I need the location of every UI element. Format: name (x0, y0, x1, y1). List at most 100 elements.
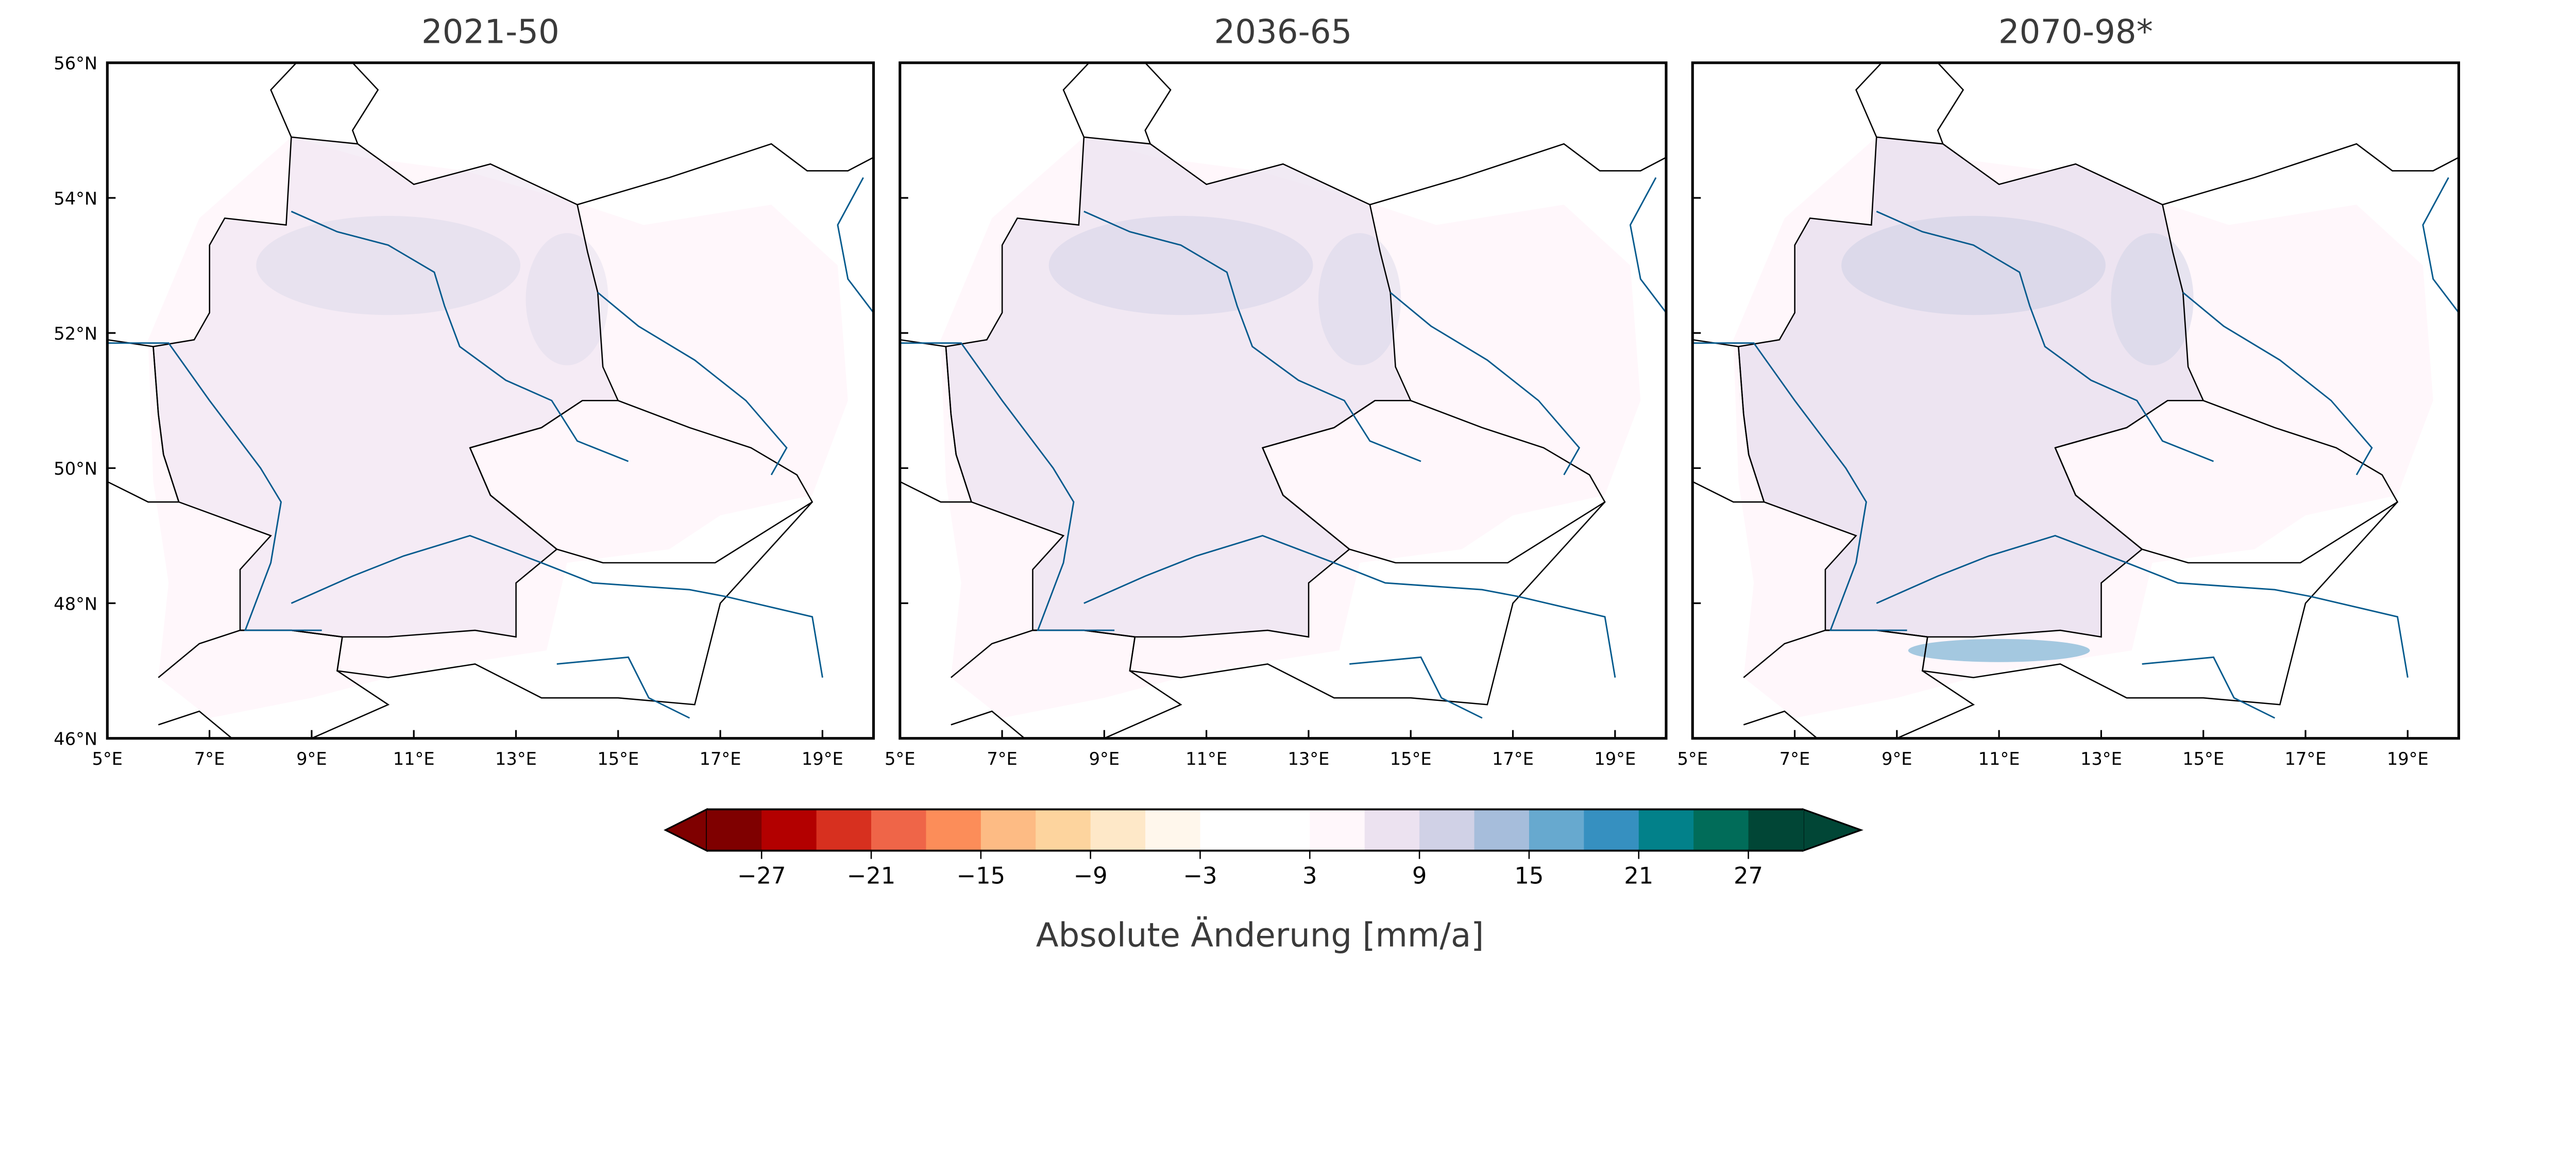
x-tick-label: 13°E (2080, 749, 2122, 769)
river (556, 656, 690, 719)
river (1083, 210, 1421, 462)
panel-title: 2036-65 (1214, 13, 1352, 51)
country-border (1062, 62, 1172, 144)
colorbar-bin (1200, 809, 1311, 851)
map-content (107, 62, 874, 739)
river (1876, 210, 2214, 462)
colorbar-bin (1584, 809, 1639, 851)
data-field-germany (153, 137, 618, 637)
map-content (1692, 62, 2459, 739)
y-tick-label: 56°N (54, 54, 97, 74)
figure: 2021-50 5°E 7°E 9°E 11°E 13°E 15°E 17°E 19°E 56°N… (54, 13, 2460, 955)
colorbar-tick-label: −27 (737, 862, 786, 890)
colorbar-bin (761, 809, 817, 851)
map-panels: 2021-50 5°E 7°E 9°E 11°E 13°E 15°E 17°E 19°E 56°N… (54, 13, 2460, 769)
colorbar-bin (706, 809, 762, 851)
x-tick-label: 7°E (194, 749, 225, 769)
colorbar-tick-label: −3 (1183, 862, 1217, 890)
data-field-east (526, 233, 608, 365)
country-border (900, 339, 973, 503)
country-border (107, 339, 180, 503)
colorbar-bin (1145, 809, 1201, 851)
country-border (270, 62, 379, 144)
colorbar-extend-high (1802, 808, 1863, 852)
x-tick-label: 5°E (1677, 749, 1708, 769)
coast-border (240, 501, 813, 706)
map-panel-1: 2021-50 5°E 7°E 9°E 11°E 13°E 15°E 17°E 19°E 56°N… (54, 13, 875, 769)
x-tick-label: 5°E (92, 749, 123, 769)
x-tick-label: 11°E (1978, 749, 2020, 769)
river (291, 210, 629, 462)
colorbar-bin (980, 809, 1037, 851)
colorbar-bin (1529, 809, 1585, 851)
river (107, 342, 322, 631)
country-border (152, 136, 619, 638)
country-border (945, 136, 1412, 638)
colorbar-bin (1419, 809, 1475, 851)
colorbar-tick-label: 27 (1734, 862, 1763, 890)
data-field-north (256, 215, 521, 315)
coast-border (577, 143, 874, 206)
x-tick-label: 19°E (2387, 749, 2429, 769)
panel-title: 2021-50 (421, 13, 560, 51)
data-field-north (1841, 215, 2106, 315)
colorbar-bin (1638, 809, 1694, 851)
data-field-north (1048, 215, 1313, 315)
colorbar-bin (1364, 809, 1420, 851)
x-tick-label: 19°E (1594, 749, 1636, 769)
y-tick-label: 52°N (54, 324, 97, 344)
colorbar-tick-label: 21 (1624, 862, 1653, 890)
x-tick-label: 11°E (393, 749, 435, 769)
river (837, 177, 874, 313)
colorbar-bin (1036, 809, 1091, 851)
river (291, 534, 823, 678)
x-tick-label: 17°E (2285, 749, 2327, 769)
river (2422, 177, 2459, 313)
river (900, 342, 1115, 631)
y-tick-label: 50°N (54, 459, 97, 479)
country-border (1855, 62, 1964, 144)
country-border (2054, 399, 2399, 564)
x-tick-label: 15°E (597, 749, 639, 769)
map-frame (899, 61, 1668, 740)
country-border (1737, 136, 2205, 638)
colorbar-tick-label: 3 (1302, 862, 1317, 890)
river (1349, 656, 1483, 719)
river (1876, 534, 2409, 678)
x-tick-label: 9°E (296, 749, 327, 769)
coast-border (1369, 143, 1666, 206)
x-tick-label: 7°E (987, 749, 1017, 769)
y-tick-label: 54°N (54, 189, 97, 209)
x-tick-label: 15°E (2182, 749, 2224, 769)
x-tick-label: 19°E (802, 749, 843, 769)
river (1389, 292, 1581, 476)
x-tick-label: 9°E (1089, 749, 1120, 769)
panel-title: 2070-98* (1998, 13, 2153, 51)
colorbar-bin (1748, 809, 1804, 851)
x-tick-label: 13°E (1288, 749, 1330, 769)
map-frame (1691, 61, 2460, 740)
x-tick-label: 15°E (1390, 749, 1432, 769)
x-tick-label: 13°E (495, 749, 537, 769)
colorbar-bin (926, 809, 981, 851)
colorbar-bin (816, 809, 872, 851)
colorbar-bin (871, 809, 927, 851)
colorbar-tick-label: −9 (1074, 862, 1108, 890)
country-border (1262, 399, 1606, 564)
colorbar-bin (1693, 809, 1749, 851)
y-tick-label: 46°N (54, 729, 97, 749)
data-field-east (1318, 233, 1401, 365)
x-tick-label: 11°E (1185, 749, 1227, 769)
coast-border (1032, 501, 1605, 706)
colorbar-label: Absolute Änderung [mm/a] (1036, 916, 1484, 955)
x-tick-label: 17°E (700, 749, 741, 769)
x-tick-label: 7°E (1780, 749, 1810, 769)
colorbar-tick-label: 15 (1514, 862, 1544, 890)
y-tick-label: 48°N (54, 594, 97, 614)
map-panel-2: 2036-65 5°E 7°E 9°E 11°E 13°E 15°E 17°E 19°E (885, 13, 1668, 769)
colorbar-tick-label: −21 (847, 862, 896, 890)
river (1083, 534, 1616, 678)
coast-border (1825, 501, 2398, 706)
x-tick-label: 5°E (885, 749, 915, 769)
colorbar: −27 −21 −15 −9 −3 3 9 15 21 27 (664, 808, 1863, 890)
